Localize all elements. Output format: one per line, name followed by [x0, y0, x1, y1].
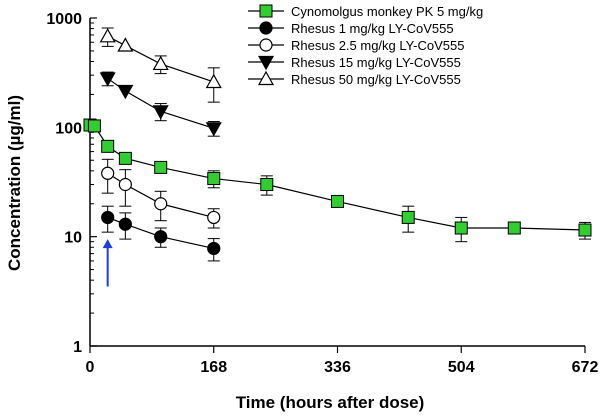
- y-tick-label: 10: [64, 230, 82, 247]
- series-line: [107, 77, 214, 129]
- data-point: [117, 37, 134, 52]
- data-point: [101, 166, 115, 180]
- data-point: [260, 178, 274, 192]
- x-tick-label: 672: [572, 359, 599, 376]
- x-tick-label: 336: [324, 359, 351, 376]
- data-point: [207, 241, 221, 256]
- data-point: [118, 177, 132, 192]
- arrow-head: [102, 239, 113, 249]
- series-4: [99, 27, 222, 103]
- data-point: [99, 28, 116, 43]
- data-point: [454, 221, 468, 235]
- data-point: [507, 221, 521, 235]
- data-point: [205, 73, 222, 89]
- y-tick-label: 100: [55, 120, 82, 137]
- data-point: [331, 194, 344, 208]
- data-point: [207, 210, 221, 225]
- data-point: [205, 122, 222, 137]
- legend-marker: [259, 21, 273, 35]
- series-0: [83, 118, 592, 243]
- y-axis-title: Concentration (µg/ml): [5, 95, 24, 271]
- legend-label: Rhesus 15 mg/kg LY-CoV555: [291, 55, 461, 70]
- data-point: [101, 139, 115, 153]
- legend-label: Rhesus 1 mg/kg LY-CoV555: [291, 21, 454, 36]
- data-point: [154, 230, 168, 244]
- data-point: [152, 55, 169, 71]
- data-point: [154, 160, 168, 174]
- legend: Cynomolgus monkey PK 5 mg/kg Rhesus 1 mg/…: [248, 4, 483, 87]
- series-1: [101, 205, 221, 262]
- series-line: [107, 35, 214, 83]
- data-point: [117, 84, 134, 100]
- legend-marker: [259, 4, 273, 18]
- legend-marker: [259, 38, 273, 52]
- data-point: [578, 223, 592, 237]
- data-point: [101, 210, 115, 225]
- legend-label: Cynomolgus monkey PK 5 mg/kg: [291, 4, 483, 19]
- data-point: [154, 197, 168, 211]
- legend-marker: [257, 55, 275, 71]
- data-point: [99, 72, 116, 87]
- data-point: [118, 217, 132, 231]
- data-point: [118, 151, 132, 165]
- x-tick-label: 0: [86, 359, 95, 376]
- legend-label: Rhesus 2.5 mg/kg LY-CoV555: [291, 38, 464, 53]
- data-point: [87, 119, 101, 133]
- series-3: [99, 71, 222, 137]
- series-line: [107, 216, 214, 250]
- legend-marker: [257, 70, 275, 86]
- data-point: [207, 172, 221, 186]
- legend-label: Rhesus 50 mg/kg LY-CoV555: [291, 72, 461, 87]
- y-tick-label: 1000: [46, 11, 82, 28]
- x-axis-title: Time (hours after dose): [236, 393, 425, 412]
- x-tick-label: 504: [448, 359, 475, 376]
- data-point: [401, 210, 415, 224]
- y-tick-label: 1: [73, 339, 82, 356]
- data-point: [152, 105, 169, 120]
- series-2: [101, 158, 221, 229]
- series-line: [107, 172, 214, 218]
- series-line: [89, 124, 586, 231]
- x-tick-label: 168: [200, 359, 227, 376]
